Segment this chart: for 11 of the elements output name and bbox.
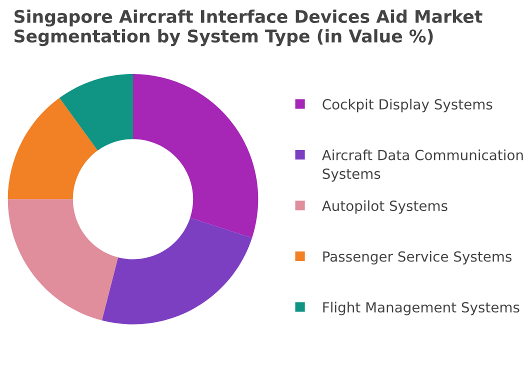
donut-slice: [8, 98, 98, 200]
donut-slice: [133, 74, 258, 238]
donut-slice: [102, 218, 252, 324]
legend-label: Passenger Service Systems: [323, 251, 512, 264]
legend-label: Flight Management Systems: [323, 302, 520, 316]
legend-label: Aircraft Data Communication Systems: [322, 150, 523, 182]
chart-title: Singapore Aircraft Interface Devices Aid Market Segmentation by System Type (in Value %): [14, 10, 482, 46]
legend-label: Autopilot Systems: [322, 200, 448, 214]
legend-label: Cockpit Display Systems: [322, 98, 492, 112]
donut-slice: [59, 74, 133, 151]
donut-slice: [8, 199, 118, 320]
